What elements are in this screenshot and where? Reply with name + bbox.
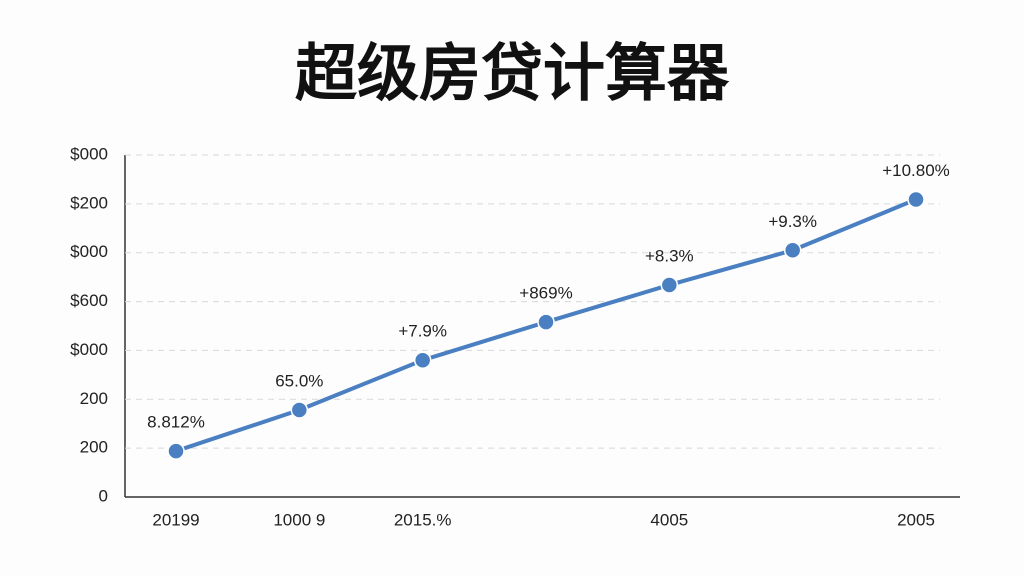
chart-title: 超级房贷计算器	[295, 39, 730, 108]
point	[783, 241, 802, 260]
annotation: +9.3%	[768, 212, 817, 231]
annotation: +8.3%	[645, 246, 694, 265]
x-tick-label: 1000 9	[273, 510, 325, 529]
y-tick-label: 200	[80, 389, 108, 408]
x-tick-label: 4005	[650, 510, 688, 529]
y-tick-label: $000	[70, 144, 108, 163]
point	[290, 401, 309, 419]
y-tick-label: $600	[70, 291, 108, 310]
x-tick-label: 20199	[152, 510, 199, 529]
point	[907, 190, 925, 209]
annotation: 65.0%	[275, 372, 323, 391]
y-tick-label: $000	[70, 242, 108, 261]
point	[413, 351, 432, 369]
x-tick-label: 2005	[897, 510, 935, 529]
x-tick-label: 2015.%	[394, 510, 452, 529]
point	[660, 276, 679, 294]
y-tick-label: 0	[99, 486, 108, 505]
y-tick-label: $200	[70, 193, 108, 212]
annotation: +10.80%	[882, 161, 950, 180]
point	[167, 442, 185, 460]
y-tick-label: 200	[80, 438, 108, 457]
y-tick-label: $000	[70, 340, 108, 359]
annotation: +7.9%	[398, 322, 447, 341]
point	[537, 313, 555, 331]
annotation: 8.812%	[147, 413, 205, 432]
annotation: +869%	[519, 284, 572, 303]
